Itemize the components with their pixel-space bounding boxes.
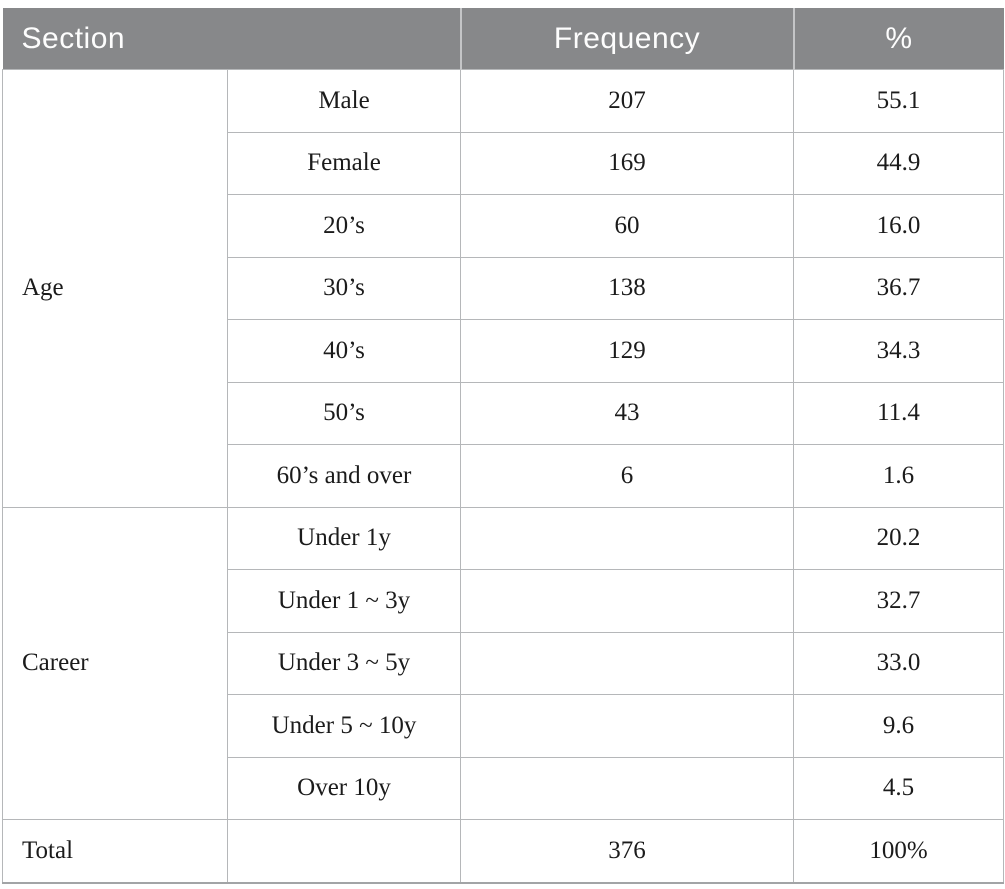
category-cell: Under 1 ~ 3y [226,569,462,633]
table-row: Under 3 ~ 5y 33.0 [3,631,1005,695]
category-cell: 30’s [226,256,462,320]
table-row: Career Under 1y 20.2 [2,506,1005,820]
table-row: 30’s 138 36.7 [3,256,1005,320]
total-percent-cell: 100% [793,819,1005,884]
table-row: 50’s 43 11.4 [3,381,1005,445]
frequency-cell: 43 [460,381,795,445]
table-row: 60’s and over 6 1.6 [3,444,1005,508]
category-cell: Under 3 ~ 5y [226,631,462,695]
percent-cell: 33.0 [793,631,1005,695]
frequency-cell: 169 [460,131,795,195]
frequency-cell-empty [460,694,795,758]
frequency-cell: 129 [460,319,795,383]
category-cell: 40’s [226,319,462,383]
demographics-table: Section Frequency % Age Male 207 55.1 Fe… [2,8,1005,884]
header-percent: % [792,8,1004,70]
total-row: Total 376 100% [2,819,1005,884]
header-row: Section Frequency % [2,8,1004,70]
category-cell: Male [226,69,462,133]
category-cell: Female [226,131,462,195]
percent-cell: 1.6 [793,444,1005,508]
percent-cell: 34.3 [793,319,1005,383]
frequency-cell-empty [460,631,795,695]
category-cell-empty [226,819,462,884]
table-header: Section Frequency % [2,8,1004,70]
percent-cell: 55.1 [793,69,1005,133]
frequency-cell: 60 [460,194,795,258]
category-cell: Over 10y [226,756,462,820]
percent-cell: 36.7 [793,256,1005,320]
table-row: Female 169 44.9 [3,131,1005,195]
category-cell: 50’s [226,381,462,445]
percent-cell: 11.4 [793,381,1005,445]
table-row: Age Male 207 55.1 [2,69,1005,508]
header-section: Section [2,8,461,70]
group-cell-age: Age [2,69,228,508]
percent-cell: 32.7 [793,569,1005,633]
percent-cell: 44.9 [793,131,1005,195]
category-cell: 60’s and over [226,444,462,508]
table-body: Age Male 207 55.1 Female 169 44.9 20’s 6… [2,69,1005,884]
frequency-cell: 207 [460,69,795,133]
table-row: Under 1 ~ 3y 32.7 [3,569,1005,633]
total-label-cell: Total [2,819,228,884]
frequency-cell: 138 [460,256,795,320]
table-row: Over 10y 4.5 [3,756,1005,820]
total-frequency-cell: 376 [460,819,795,884]
category-cell: 20’s [226,194,462,258]
percent-cell: 16.0 [793,194,1005,258]
table-row: Under 5 ~ 10y 9.6 [3,694,1005,758]
frequency-cell-empty [460,506,795,570]
percent-cell: 4.5 [793,756,1005,820]
frequency-cell: 6 [460,444,795,508]
percent-cell: 20.2 [793,506,1005,570]
table-row: 40’s 129 34.3 [3,319,1005,383]
category-cell: Under 5 ~ 10y [226,694,462,758]
percent-cell: 9.6 [793,694,1005,758]
frequency-cell-empty [460,569,795,633]
group-cell-career: Career [2,506,228,820]
header-frequency: Frequency [459,8,794,70]
category-cell: Under 1y [226,506,462,570]
frequency-cell-empty [460,756,795,820]
